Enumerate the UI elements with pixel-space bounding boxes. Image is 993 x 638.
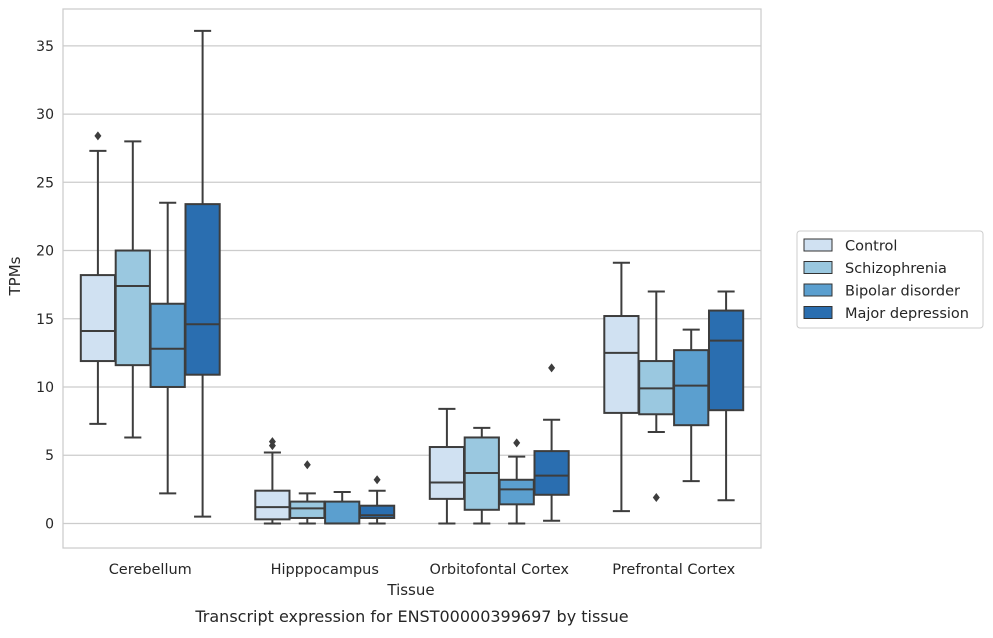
x-axis-label: Tissue <box>386 581 434 599</box>
box-2-2 <box>498 438 535 525</box>
legend-label: Major depression <box>845 306 969 322</box>
box-2-1 <box>463 426 500 525</box>
box-2-0 <box>428 407 466 525</box>
x-tick-label: Prefrontal Cortex <box>612 562 735 578</box>
box-rect <box>707 309 745 412</box>
box-1-0 <box>254 437 291 525</box>
legend-label: Schizophrenia <box>845 261 947 277</box>
box-rect <box>184 203 221 376</box>
box-rect <box>324 500 361 525</box>
y-tick-label: 10 <box>36 380 54 396</box>
legend-frame <box>796 230 984 329</box>
box-rect <box>254 489 291 521</box>
y-tick-label: 15 <box>36 312 54 328</box>
y-tick-label: 0 <box>45 516 54 532</box>
box-rect <box>673 349 710 427</box>
legend-label: Bipolar disorder <box>845 284 960 300</box>
outlier-point <box>94 131 102 141</box>
y-axis-label: TPMs <box>6 256 24 296</box>
box-1-1 <box>289 460 326 525</box>
box-0-0 <box>79 131 117 425</box>
box-rect <box>149 302 186 388</box>
box-0-3 <box>184 29 221 518</box>
x-tick-label: Hipppocampus <box>271 562 379 578</box>
box-rect <box>603 315 640 414</box>
legend-swatch <box>803 238 833 252</box>
box-rect <box>289 500 326 519</box>
box-1-3 <box>358 475 396 525</box>
box-3-0 <box>603 261 640 513</box>
y-tick-label: 30 <box>36 107 54 123</box>
outlier-point <box>373 475 381 485</box>
x-axis-ticks: Cerebellum Hipppocampus Orbitofontal Corte… <box>109 562 736 578</box>
box-3-1 <box>638 290 675 503</box>
legend-swatch <box>803 261 833 274</box>
box-rect <box>533 450 570 496</box>
outlier-point <box>513 438 521 448</box>
box-3-3 <box>707 290 745 502</box>
box-1-2 <box>324 491 361 525</box>
legend-swatch <box>803 306 833 319</box>
y-tick-label: 20 <box>36 244 54 260</box>
box-rect <box>114 249 151 367</box>
y-tick-label: 35 <box>36 39 54 55</box>
outlier-point <box>548 363 556 373</box>
outlier-point <box>652 493 660 503</box>
outlier-point <box>268 437 276 447</box>
box-3-2 <box>673 328 710 483</box>
y-tick-label: 25 <box>36 175 54 191</box>
box-2-3 <box>533 363 570 522</box>
outlier-point <box>303 460 311 470</box>
box-rect <box>79 274 117 363</box>
box-rect <box>498 478 535 506</box>
x-tick-label: Cerebellum <box>109 562 192 578</box>
legend-swatch <box>803 283 833 297</box>
legend: Control Schizophrenia Bipolar disorder Majo… <box>796 230 984 329</box>
y-tick-label: 5 <box>45 448 54 464</box>
legend-label: Control <box>845 239 897 255</box>
chart-caption: Transcript expression for ENST0000039969… <box>194 607 628 626</box>
box-0-1 <box>114 140 151 439</box>
plot-frame <box>62 8 762 549</box>
box-rect <box>428 446 466 500</box>
y-axis-ticks: 0 5 10 15 20 25 30 35 <box>36 39 54 533</box>
x-tick-label: Orbitofontal Cortex <box>430 562 570 578</box>
boxes <box>79 29 745 525</box>
